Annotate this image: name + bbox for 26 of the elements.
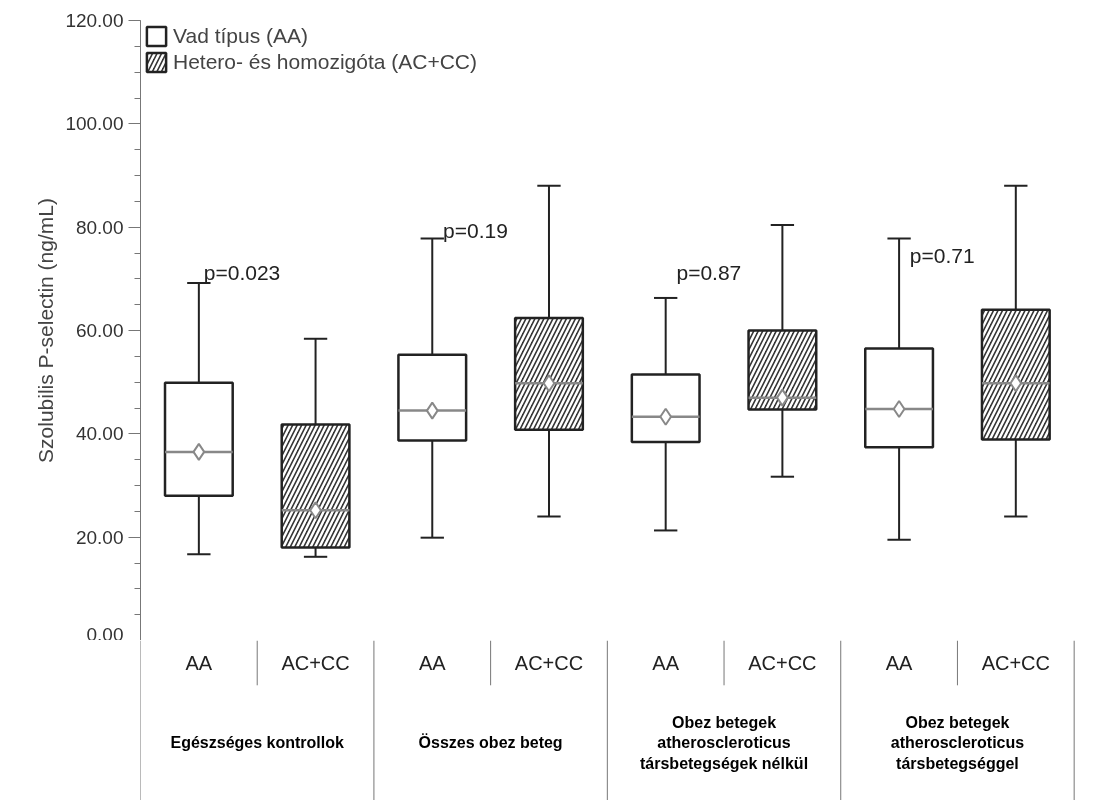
- y-axis-title: Szolubilis P-selectin (ng/mL): [34, 198, 58, 463]
- x-tick-label: AC+CC: [748, 651, 817, 674]
- text: Obez betegek atheroscleroticus társbetegséggel: [890, 714, 1025, 772]
- x-tick-label: AA: [885, 651, 914, 674]
- y-tick-label: 20.00: [75, 526, 124, 548]
- y-tick-label: 40.00: [75, 423, 124, 445]
- x-tick-label: AC+CC: [981, 651, 1050, 674]
- x-tick-label: AA: [185, 651, 213, 674]
- annotation: p=0.71: [909, 244, 975, 267]
- text: Obez betegek atheroscleroticus társbetegségek nélkül: [640, 714, 809, 772]
- y-tick-label: 0.00: [86, 623, 124, 645]
- legend-label: Hetero- és homozigóta (AC+CC): [173, 50, 478, 74]
- x-tick-label: AC+CC: [514, 651, 584, 674]
- text: Összes obez beteg: [418, 733, 563, 752]
- annotation: p=0.023: [203, 261, 281, 284]
- legend-label: Vad típus (AA): [173, 24, 309, 48]
- y-tick-label: 100.00: [65, 113, 124, 135]
- x-tick-label: AC+CC: [281, 651, 350, 674]
- text: Egészséges kontrollok: [170, 734, 344, 752]
- y-tick-label: 80.00: [75, 216, 124, 238]
- x-tick-label: AA: [418, 651, 447, 674]
- y-tick-label: 60.00: [75, 320, 124, 341]
- y-tick-label: 120.00: [65, 10, 124, 31]
- annotation: p=0.19: [443, 219, 508, 242]
- x-tick-label: AA: [652, 651, 680, 674]
- annotation: p=0.87: [676, 261, 742, 284]
